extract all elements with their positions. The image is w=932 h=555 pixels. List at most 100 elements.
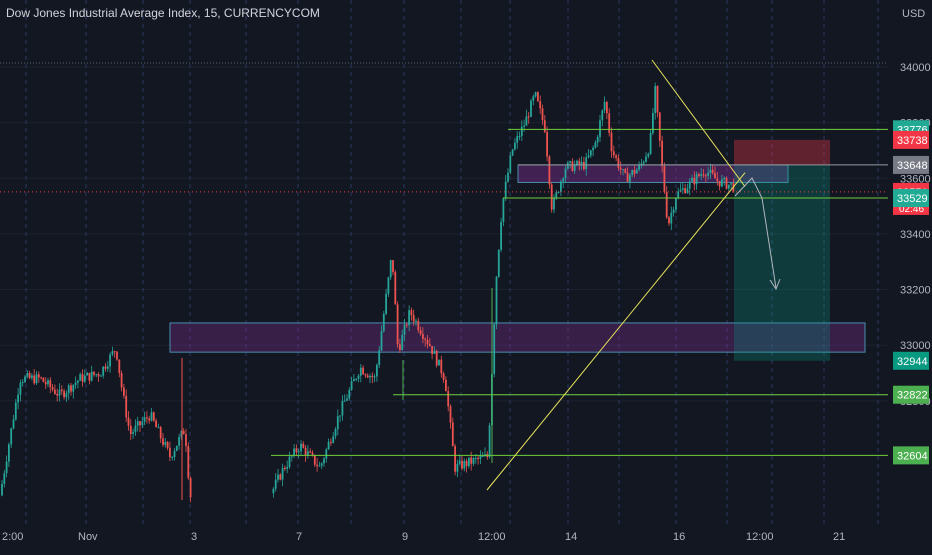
candle-body — [474, 457, 477, 459]
candle-body — [675, 198, 677, 210]
candle-body — [346, 398, 348, 401]
candle-body — [617, 157, 620, 168]
candle-body — [120, 373, 123, 388]
candle-body — [318, 465, 321, 467]
candle-body — [106, 366, 109, 369]
price-tick-label: 33000 — [900, 340, 931, 352]
candle-body — [343, 400, 346, 402]
time-axis[interactable]: 2:00 Nov 3 7 9 12:00 14 16 12:00 21 — [0, 525, 932, 550]
candle-body — [537, 92, 539, 102]
candle-body — [152, 412, 155, 421]
candle-body — [580, 161, 583, 166]
candle-body — [530, 100, 532, 117]
candle-body — [571, 161, 574, 171]
candle-body — [26, 373, 29, 377]
candle-body — [42, 377, 45, 382]
candle-body — [688, 181, 691, 189]
candle-body — [495, 276, 498, 325]
candle-body — [695, 174, 698, 185]
candle-body — [493, 324, 496, 374]
countdown-label: 02:46 — [899, 204, 924, 215]
candle-body — [65, 393, 68, 398]
candle-body — [569, 161, 571, 163]
candle-body — [417, 320, 420, 331]
candle-body — [8, 444, 10, 462]
candle-body — [90, 371, 93, 381]
zones-layer — [169, 139, 866, 361]
candle-body — [707, 172, 709, 176]
price-badge-label: 33529 — [897, 193, 928, 205]
candle-body — [622, 169, 624, 171]
candle-body — [454, 446, 456, 472]
candle-body — [28, 373, 31, 379]
candle-body — [410, 310, 413, 316]
price-badge-zone-top — [893, 155, 929, 174]
candle-body — [711, 169, 714, 174]
candle-body — [88, 372, 91, 381]
upper-trendline — [651, 59, 746, 187]
time-tick-label: 14 — [565, 531, 577, 543]
candle-body — [670, 212, 673, 224]
candle-body — [373, 376, 376, 378]
price-badge-horizontal-level — [893, 385, 929, 404]
candle-body — [557, 191, 560, 193]
time-tick-label: 16 — [673, 531, 685, 543]
candle-body — [143, 417, 146, 422]
candle-body — [95, 374, 98, 376]
candle-body — [118, 359, 121, 374]
candle-body — [150, 412, 153, 421]
candle-body — [17, 394, 19, 403]
candle-body — [364, 374, 367, 376]
candle-body — [169, 447, 171, 458]
candle-body — [93, 371, 95, 375]
candle-body — [116, 351, 118, 360]
candle-body — [378, 350, 381, 365]
drawings-layer — [181, 59, 781, 500]
candle-body — [399, 344, 401, 350]
candle-body — [511, 149, 514, 156]
candle-body — [56, 393, 59, 396]
grid — [0, 0, 888, 525]
candle-body — [686, 188, 689, 193]
candle-body — [77, 380, 79, 383]
candle-body — [405, 324, 408, 326]
candle-body — [668, 217, 670, 224]
candle-body — [60, 389, 63, 392]
candle-body — [162, 438, 164, 445]
price-badge-stop-loss — [893, 130, 929, 149]
candles-layer — [1, 82, 735, 503]
candle-body — [180, 430, 183, 437]
candle-body — [576, 160, 578, 165]
candle-body — [585, 157, 588, 169]
candle-body — [525, 116, 528, 126]
candle-body — [362, 367, 364, 375]
candle-body — [589, 150, 592, 156]
candle-body — [1, 483, 3, 496]
candle-body — [19, 382, 22, 395]
candle-body — [157, 427, 160, 429]
price-axis[interactable]: USD3400033800336003340033200330003280033… — [888, 0, 932, 550]
candle-body — [309, 451, 312, 453]
candle-body — [693, 177, 696, 185]
candle-body — [371, 375, 374, 378]
candle-body — [661, 140, 663, 167]
candle-body — [330, 441, 332, 443]
candle-body — [159, 427, 162, 439]
candle-body — [279, 474, 282, 480]
candle-body — [509, 155, 512, 173]
candle-body — [599, 120, 601, 137]
candle-body — [24, 376, 26, 383]
candle-body — [5, 461, 8, 474]
candle-body — [3, 473, 6, 484]
candle-body — [447, 391, 450, 407]
candle-body — [725, 177, 728, 189]
projection-path — [734, 177, 777, 289]
candle-body — [274, 479, 277, 489]
candle-body — [134, 425, 137, 433]
candle-body — [681, 188, 684, 190]
candle-body — [601, 110, 604, 121]
candle-body — [638, 164, 640, 170]
candle-body — [339, 415, 341, 417]
